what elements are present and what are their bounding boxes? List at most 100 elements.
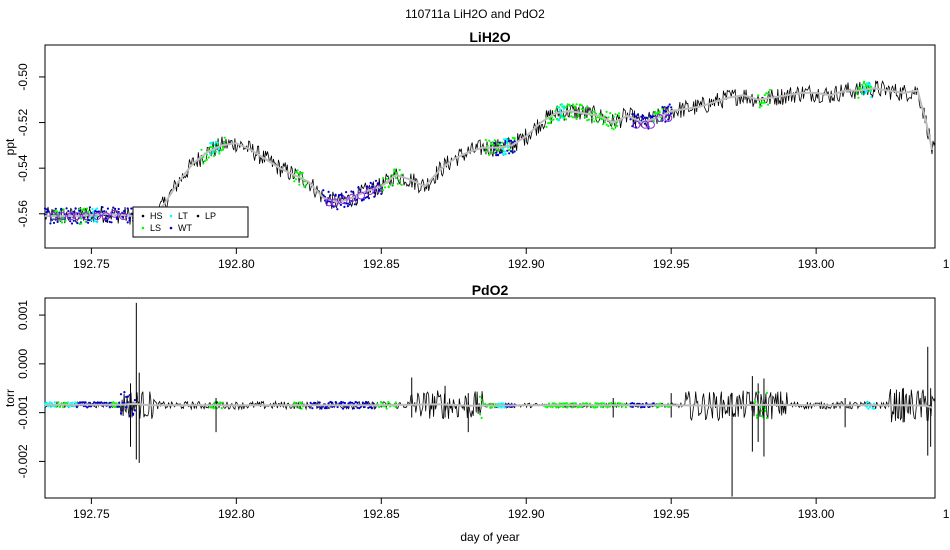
lih2o-calibration-circle	[67, 212, 76, 221]
pdo2-point-wt	[79, 401, 82, 404]
lih2o-point-wt	[76, 222, 79, 225]
pdo2-y-tick-label: 0.000	[16, 349, 30, 379]
pdo2-point-lt	[497, 406, 500, 409]
lih2o-point-wt	[495, 154, 498, 157]
lih2o-point-ls	[499, 144, 502, 147]
pdo2-point-wt	[125, 406, 128, 409]
lih2o-x-axis: 192.75 192.80 192.85 192.90 192.95 193.00 193.…	[73, 248, 950, 271]
lih2o-point-ls	[582, 108, 585, 112]
lih2o-point-wt	[123, 210, 126, 213]
pdo2-point-ls	[657, 405, 660, 408]
pdo2-point-ls	[569, 402, 572, 405]
pdo2-x-tick-label: 192.85	[363, 507, 400, 521]
lih2o-point-wt	[110, 221, 113, 224]
lih2o-point-wt	[88, 206, 91, 209]
pdo2-point-wt	[118, 405, 121, 408]
pdo2-point-wt	[94, 402, 98, 405]
lih2o-plot-frame	[44, 44, 936, 249]
pdo2-point-wt	[361, 401, 364, 404]
pdo2-point-wt	[351, 401, 354, 404]
lih2o-calibration-circle	[101, 212, 110, 221]
lih2o-point-wt	[114, 207, 117, 210]
lih2o-point-ls	[497, 149, 500, 152]
pdo2-point-lt	[45, 401, 48, 404]
lih2o-point-ls	[62, 208, 65, 211]
lih2o-calibration-circle	[641, 120, 650, 129]
lih2o-point-wt	[357, 186, 360, 189]
lih2o-point-wt	[76, 212, 79, 216]
pdo2-point-lt	[67, 401, 70, 404]
pdo2-point-ls	[220, 401, 223, 404]
pdo2-point-ls	[759, 406, 762, 409]
lih2o-calibration-circle	[339, 196, 348, 205]
pdo2-x-tick-label: 192.80	[218, 507, 255, 521]
lih2o-point-wt	[45, 211, 48, 214]
pdo2-point-ls	[578, 405, 581, 408]
lih2o-point-ls	[587, 118, 591, 121]
lih2o-point-ls	[207, 156, 210, 159]
lih2o-point-ls	[570, 115, 573, 118]
pdo2-x-tick-label: 193.05	[943, 507, 950, 521]
lih2o-smoothed-line	[45, 87, 934, 220]
lih2o-point-ls	[768, 88, 771, 91]
lih2o-point-lt	[92, 210, 95, 214]
pdo2-point-ls	[478, 412, 481, 415]
pdo2-title: PdO2	[472, 282, 509, 298]
pdo2-point-wt	[347, 402, 350, 405]
lih2o-point-ls	[400, 183, 403, 186]
lih2o-point-lt	[862, 86, 866, 89]
lih2o-point-wt	[513, 140, 516, 143]
lih2o-point-lt	[94, 220, 97, 223]
lih2o-calibration-circle	[632, 120, 641, 129]
pdo2-point-wt	[121, 409, 124, 412]
lih2o-point-wt	[67, 210, 70, 213]
legend-marker-wt	[169, 226, 173, 230]
pdo2-point-wt	[316, 405, 319, 409]
pdo2-point-wt	[643, 405, 646, 409]
lih2o-point-wt	[511, 141, 514, 144]
lih2o-point-wt	[352, 191, 355, 194]
lih2o-point-ls	[617, 112, 621, 115]
pdo2-point-ls	[755, 414, 759, 417]
lih2o-point-ls	[394, 177, 398, 180]
lih2o-point-ls	[603, 121, 607, 124]
lih2o-point-wt	[54, 207, 57, 210]
pdo2-mode-segment-ls	[754, 391, 769, 419]
lih2o-point-wt	[338, 194, 341, 197]
lih2o-point-wt	[364, 196, 367, 199]
lih2o-calibration-circle	[655, 114, 664, 122]
pdo2-point-lt	[68, 405, 71, 408]
pdo2-point-wt	[631, 402, 634, 405]
lih2o-point-ls	[488, 139, 491, 142]
lih2o-point-wt	[374, 179, 378, 182]
pdo2-point-wt	[93, 401, 96, 404]
pdo2-point-ls	[394, 405, 397, 408]
lih2o-point-ls	[383, 186, 387, 189]
lih2o-point-wt	[334, 193, 337, 196]
lih2o-calibration-circle	[365, 187, 374, 195]
pdo2-point-wt	[318, 401, 321, 404]
pdo2-point-wt	[311, 407, 314, 410]
lih2o-point-wt	[350, 190, 353, 193]
legend-marker-hs	[141, 214, 145, 218]
lih2o-point-wt	[65, 207, 68, 210]
pdo2-point-wt	[365, 401, 368, 404]
lih2o-point-ls	[223, 141, 226, 145]
legend-label-wt: WT	[178, 223, 192, 233]
legend-entry-lp: LP	[196, 211, 216, 221]
pdo2-y-axis: -0.002 -0.001 0.000 0.001	[16, 300, 45, 478]
lih2o-point-wt	[670, 106, 673, 109]
lih2o-point-ls	[758, 106, 761, 109]
lih2o-point-wt	[668, 103, 671, 106]
pdo2-point-ls	[490, 406, 494, 409]
lih2o-point-ls	[549, 118, 552, 121]
lih2o-mode-segment-lt	[557, 103, 566, 122]
pdo2-point-wt	[116, 405, 119, 408]
pdo2-point-ls	[760, 409, 764, 412]
legend-marker-ls	[141, 226, 145, 230]
pdo2-point-ls	[62, 406, 65, 409]
lih2o-point-wt	[130, 207, 133, 210]
lih2o-calibration-circle	[49, 212, 58, 221]
pdo2-point-wt	[349, 401, 352, 404]
lih2o-point-wt	[72, 210, 75, 213]
